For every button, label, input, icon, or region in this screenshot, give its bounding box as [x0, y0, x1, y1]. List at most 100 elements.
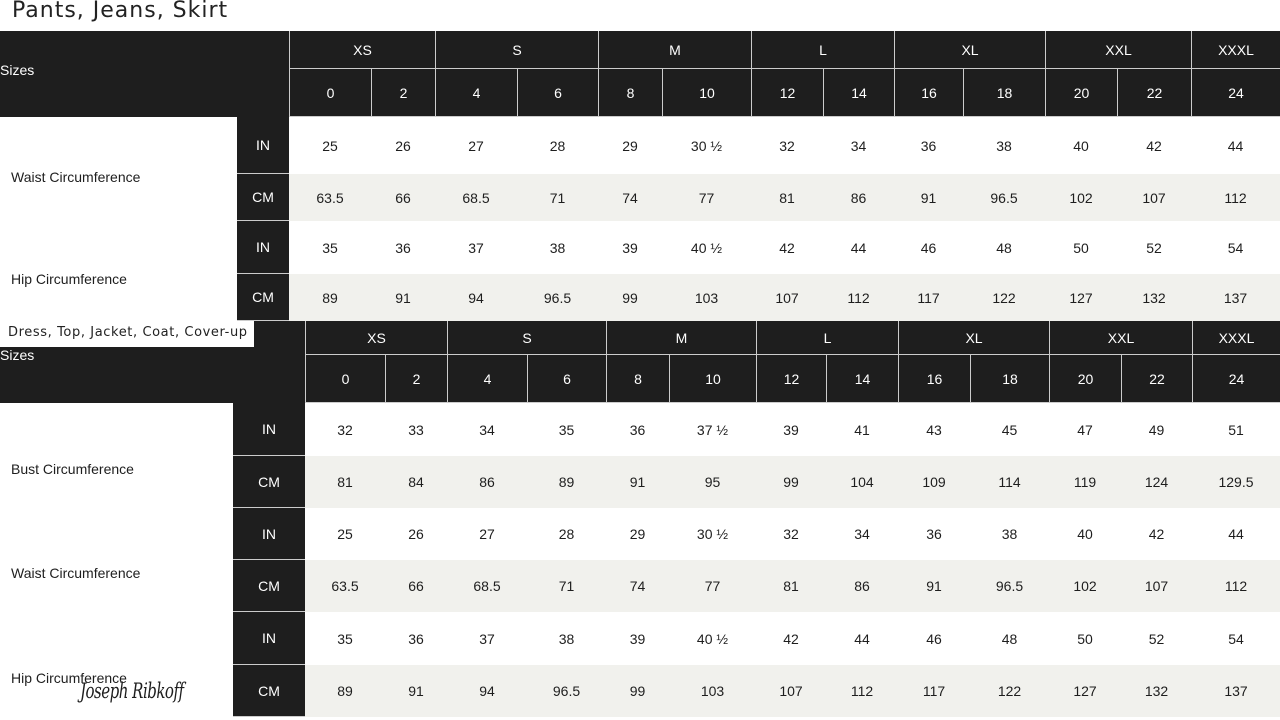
- measurement-value: 71: [527, 560, 606, 612]
- measurement-value: 96.5: [527, 665, 606, 717]
- measurement-value: 27: [468, 137, 484, 154]
- measurement-value: 39: [783, 421, 799, 438]
- size-group-header: XL: [894, 31, 1045, 69]
- measurement-value: 40: [1077, 526, 1093, 542]
- size-group-header: L: [751, 31, 894, 69]
- measurement-value: 29: [629, 526, 646, 542]
- measurement-value: 124: [1121, 456, 1192, 508]
- measurement-value: 86: [823, 174, 894, 221]
- measurement-value: 107: [1117, 174, 1191, 221]
- measurement-value: 112: [826, 665, 898, 717]
- measurement-value: 50: [1073, 239, 1089, 256]
- measurement-value: 38: [549, 239, 566, 256]
- measurement-value: 63.5: [305, 560, 385, 612]
- measurement-value: 137: [1191, 274, 1280, 321]
- measurement-value: 32: [779, 137, 795, 154]
- measurement-value: 84: [385, 456, 447, 508]
- unit-label-cm: CM: [233, 665, 305, 717]
- measurement-value: 74: [606, 560, 669, 612]
- measurement-value: 35: [558, 421, 575, 438]
- measurement-value: 91: [371, 274, 435, 321]
- unit-label-in: IN: [233, 508, 305, 560]
- measurement-value: 96.5: [517, 274, 598, 321]
- measurement-value: 27: [479, 526, 495, 542]
- measurement-value: 34: [479, 421, 495, 438]
- measurement-value: 112: [823, 274, 894, 321]
- measurement-value: 39: [622, 239, 638, 256]
- measurement-value: 42: [783, 630, 799, 647]
- sizes-label: Sizes: [0, 347, 35, 363]
- measurement-value: 132: [1117, 274, 1191, 321]
- size-number-header: 20: [1049, 355, 1121, 403]
- measurement-value: 107: [756, 665, 826, 717]
- measurement-label: Waist Circumference: [11, 169, 141, 185]
- measurement-value: 68.5: [435, 174, 517, 221]
- measurement-label: Hip Circumference: [11, 271, 127, 287]
- size-number-header: 24: [1192, 355, 1280, 403]
- size-number-header: 0: [289, 69, 371, 117]
- measurement-value: 38: [996, 137, 1012, 154]
- unit-label-cm: CM: [233, 560, 305, 612]
- size-group-header: S: [447, 321, 606, 355]
- measurement-value: 26: [395, 137, 411, 154]
- measurement-value: 104: [826, 456, 898, 508]
- size-group-header: M: [606, 321, 756, 355]
- measurement-value: 127: [1049, 665, 1121, 717]
- measurement-value: 42: [1146, 137, 1162, 154]
- measurement-value: 74: [598, 174, 662, 221]
- measurement-value: 48: [996, 239, 1012, 256]
- measurement-value: 40: [1073, 137, 1089, 154]
- measurement-value: 103: [662, 274, 751, 321]
- measurement-value: 94: [435, 274, 517, 321]
- header-background: [0, 31, 289, 117]
- measurement-value: 49: [1148, 421, 1165, 438]
- measurement-value: 114: [970, 456, 1049, 508]
- size-group-header: XS: [289, 31, 435, 69]
- size-number-header: 18: [970, 355, 1049, 403]
- measurement-value: 39: [629, 630, 646, 647]
- measurement-value: 43: [926, 421, 942, 438]
- measurement-value: 112: [1191, 174, 1280, 221]
- measurement-value: 40 ½: [690, 239, 723, 256]
- measurement-value: 34: [854, 526, 870, 542]
- size-group-header: XXL: [1045, 31, 1191, 69]
- measurement-value: 34: [850, 137, 867, 154]
- measurement-value: 137: [1192, 665, 1280, 717]
- measurement-label: Hip Circumference: [11, 669, 127, 686]
- measurement-value: 37 ½: [696, 421, 729, 438]
- measurement-value: 99: [756, 456, 826, 508]
- measurement-value: 96.5: [963, 174, 1045, 221]
- measurement-value: 66: [371, 174, 435, 221]
- measurement-value: 89: [289, 274, 371, 321]
- size-number-header: 8: [598, 69, 662, 117]
- measurement-value: 38: [558, 630, 575, 647]
- measurement-value: 32: [783, 526, 799, 542]
- size-number-header: 8: [606, 355, 669, 403]
- measurement-value: 66: [385, 560, 447, 612]
- measurement-value: 91: [606, 456, 669, 508]
- measurement-value: 95: [669, 456, 756, 508]
- size-number-header: 0: [305, 355, 385, 403]
- size-number-header: 12: [751, 69, 823, 117]
- size-number-header: 12: [756, 355, 826, 403]
- unit-label-in: IN: [237, 117, 289, 174]
- measurement-value: 44: [1228, 526, 1244, 542]
- size-number-header: 14: [823, 69, 894, 117]
- size-number-header: 10: [669, 355, 756, 403]
- pants-chart-title: Pants, Jeans, Skirt: [12, 0, 229, 23]
- measurement-value: 46: [926, 630, 942, 647]
- unit-label-in: IN: [237, 221, 289, 274]
- unit-label-cm: CM: [237, 174, 289, 221]
- measurement-value: 48: [1001, 630, 1018, 647]
- measurement-value: 42: [779, 239, 795, 256]
- size-group-header: XXXL: [1191, 31, 1280, 69]
- measurement-value: 117: [894, 274, 963, 321]
- measurement-value: 129.5: [1192, 456, 1280, 508]
- measurement-value: 99: [598, 274, 662, 321]
- measurement-value: 40 ½: [696, 630, 729, 647]
- size-group-header: M: [598, 31, 751, 69]
- measurement-value: 77: [662, 174, 751, 221]
- measurement-value: 28: [549, 137, 566, 154]
- measurement-value: 132: [1121, 665, 1192, 717]
- measurement-label: Bust Circumference: [11, 460, 134, 477]
